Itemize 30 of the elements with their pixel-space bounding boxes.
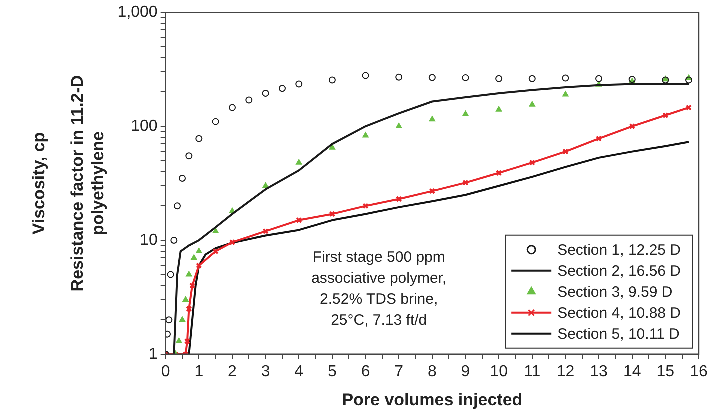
- x-tick-label: 10: [490, 363, 508, 380]
- x-tick-label: 15: [656, 363, 675, 380]
- x-tick-label: 5: [328, 363, 337, 380]
- y-tick-label: 1,000: [118, 4, 158, 22]
- x-tick-label: 13: [590, 363, 608, 380]
- x-tick-label: 11: [524, 363, 541, 380]
- x-tick-label: 3: [261, 363, 270, 380]
- legend-label: Section 5, 10.11 D: [558, 326, 680, 344]
- legend-label: Section 3, 9.59 D: [558, 284, 673, 302]
- y-axis-title: Resistance factor in 11.2-D polyethylene: [68, 75, 108, 292]
- x-tick-label: 7: [394, 363, 404, 380]
- x-tick-label: 12: [556, 363, 575, 380]
- y-tick-label: 10: [140, 232, 158, 249]
- x-tick-label: 1: [194, 363, 204, 380]
- x-tick-label: 4: [294, 363, 304, 380]
- text: Viscosity, cp: [30, 132, 49, 235]
- x-tick-label: 6: [361, 363, 370, 380]
- annotation: First stage 500 ppm associative polymer, 2.52% TDS brine, 25°C, 7.13 ft/d: [312, 249, 447, 330]
- legend-label: Section 2, 16.56 D: [558, 263, 682, 280]
- legend-label: Section 4, 10.88 D: [558, 305, 682, 322]
- x-tick-label: 2: [228, 363, 238, 380]
- y-tick-label: 1: [148, 346, 158, 363]
- x-tick-label: 8: [428, 363, 437, 380]
- x-tick-label: 14: [623, 363, 642, 380]
- x-tick-label: 16: [690, 363, 708, 380]
- x-tick-label: 0: [161, 363, 170, 380]
- x-tick-label: 9: [461, 363, 470, 380]
- x-axis-title: Pore volumes injected: [342, 390, 523, 410]
- legend-label: Section 1, 12.25 D: [558, 242, 682, 260]
- y-tick-label: 100: [131, 118, 158, 135]
